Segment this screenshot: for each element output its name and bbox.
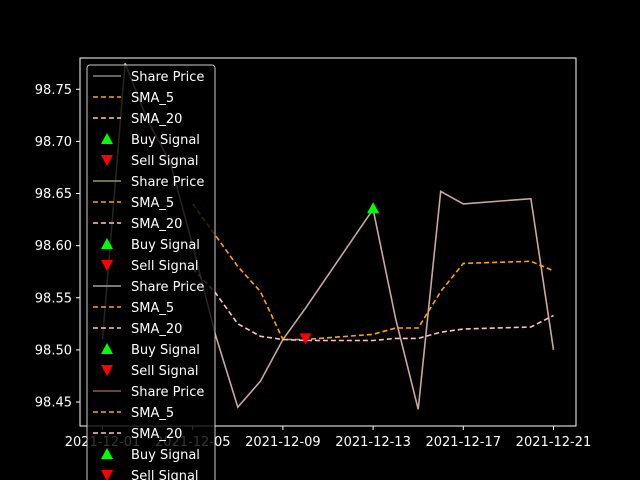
legend-label: SMA_20 [131, 427, 182, 442]
legend-label: SMA_20 [131, 217, 182, 232]
legend-sell-marker [101, 260, 113, 271]
sma-5-line [192, 203, 554, 341]
sell-signal-marker [299, 333, 312, 345]
legend: Share Price SMA_5 SMA_20 Buy Signal Sell Sig… [86, 64, 216, 480]
legend-label: SMA_5 [131, 91, 174, 106]
y-tick-label: 98.75 [35, 83, 72, 98]
legend-label: Share Price [131, 280, 204, 295]
legend-label: Buy Signal [131, 133, 200, 148]
signal-layer [299, 202, 380, 345]
legend-label: SMA_20 [131, 322, 182, 337]
legend-label: Buy Signal [131, 448, 200, 463]
x-tick-label: 2021-12-09 [245, 435, 321, 450]
y-tick-label: 98.45 [35, 396, 72, 411]
legend-buy-marker [101, 133, 113, 144]
legend-buy-marker [101, 238, 113, 249]
legend-label: Sell Signal [131, 154, 199, 169]
legend-label: SMA_5 [131, 301, 174, 316]
legend-label: Share Price [131, 385, 204, 400]
legend-label: Sell Signal [131, 364, 199, 379]
legend-buy-marker [101, 343, 113, 354]
x-tick-label: 2021-12-17 [425, 435, 501, 450]
buy-signal-marker [367, 202, 380, 214]
y-tick-label: 98.65 [35, 187, 72, 202]
legend-label: Sell Signal [131, 469, 199, 480]
legend-box [86, 64, 216, 480]
y-tick-label: 98.50 [35, 343, 72, 358]
legend-buy-marker [101, 448, 113, 459]
sma-20-line [192, 268, 554, 342]
legend-label: Buy Signal [131, 343, 200, 358]
legend-label: SMA_5 [131, 406, 174, 421]
legend-sell-marker [101, 470, 113, 480]
legend-label: Share Price [131, 175, 204, 190]
legend-sell-marker [101, 365, 113, 376]
x-tick-label: 2021-12-21 [516, 435, 592, 450]
legend-label: SMA_5 [131, 196, 174, 211]
y-tick-label: 98.60 [35, 239, 72, 254]
x-tick-label: 2021-12-13 [335, 435, 411, 450]
legend-sell-marker [101, 155, 113, 166]
plot-frame [79, 57, 577, 427]
legend-label: Buy Signal [131, 238, 200, 253]
legend-label: SMA_20 [131, 112, 182, 127]
y-tick-label: 98.55 [35, 291, 72, 306]
y-tick-label: 98.70 [35, 135, 72, 150]
legend-label: Share Price [131, 70, 204, 85]
legend-label: Sell Signal [131, 259, 199, 274]
